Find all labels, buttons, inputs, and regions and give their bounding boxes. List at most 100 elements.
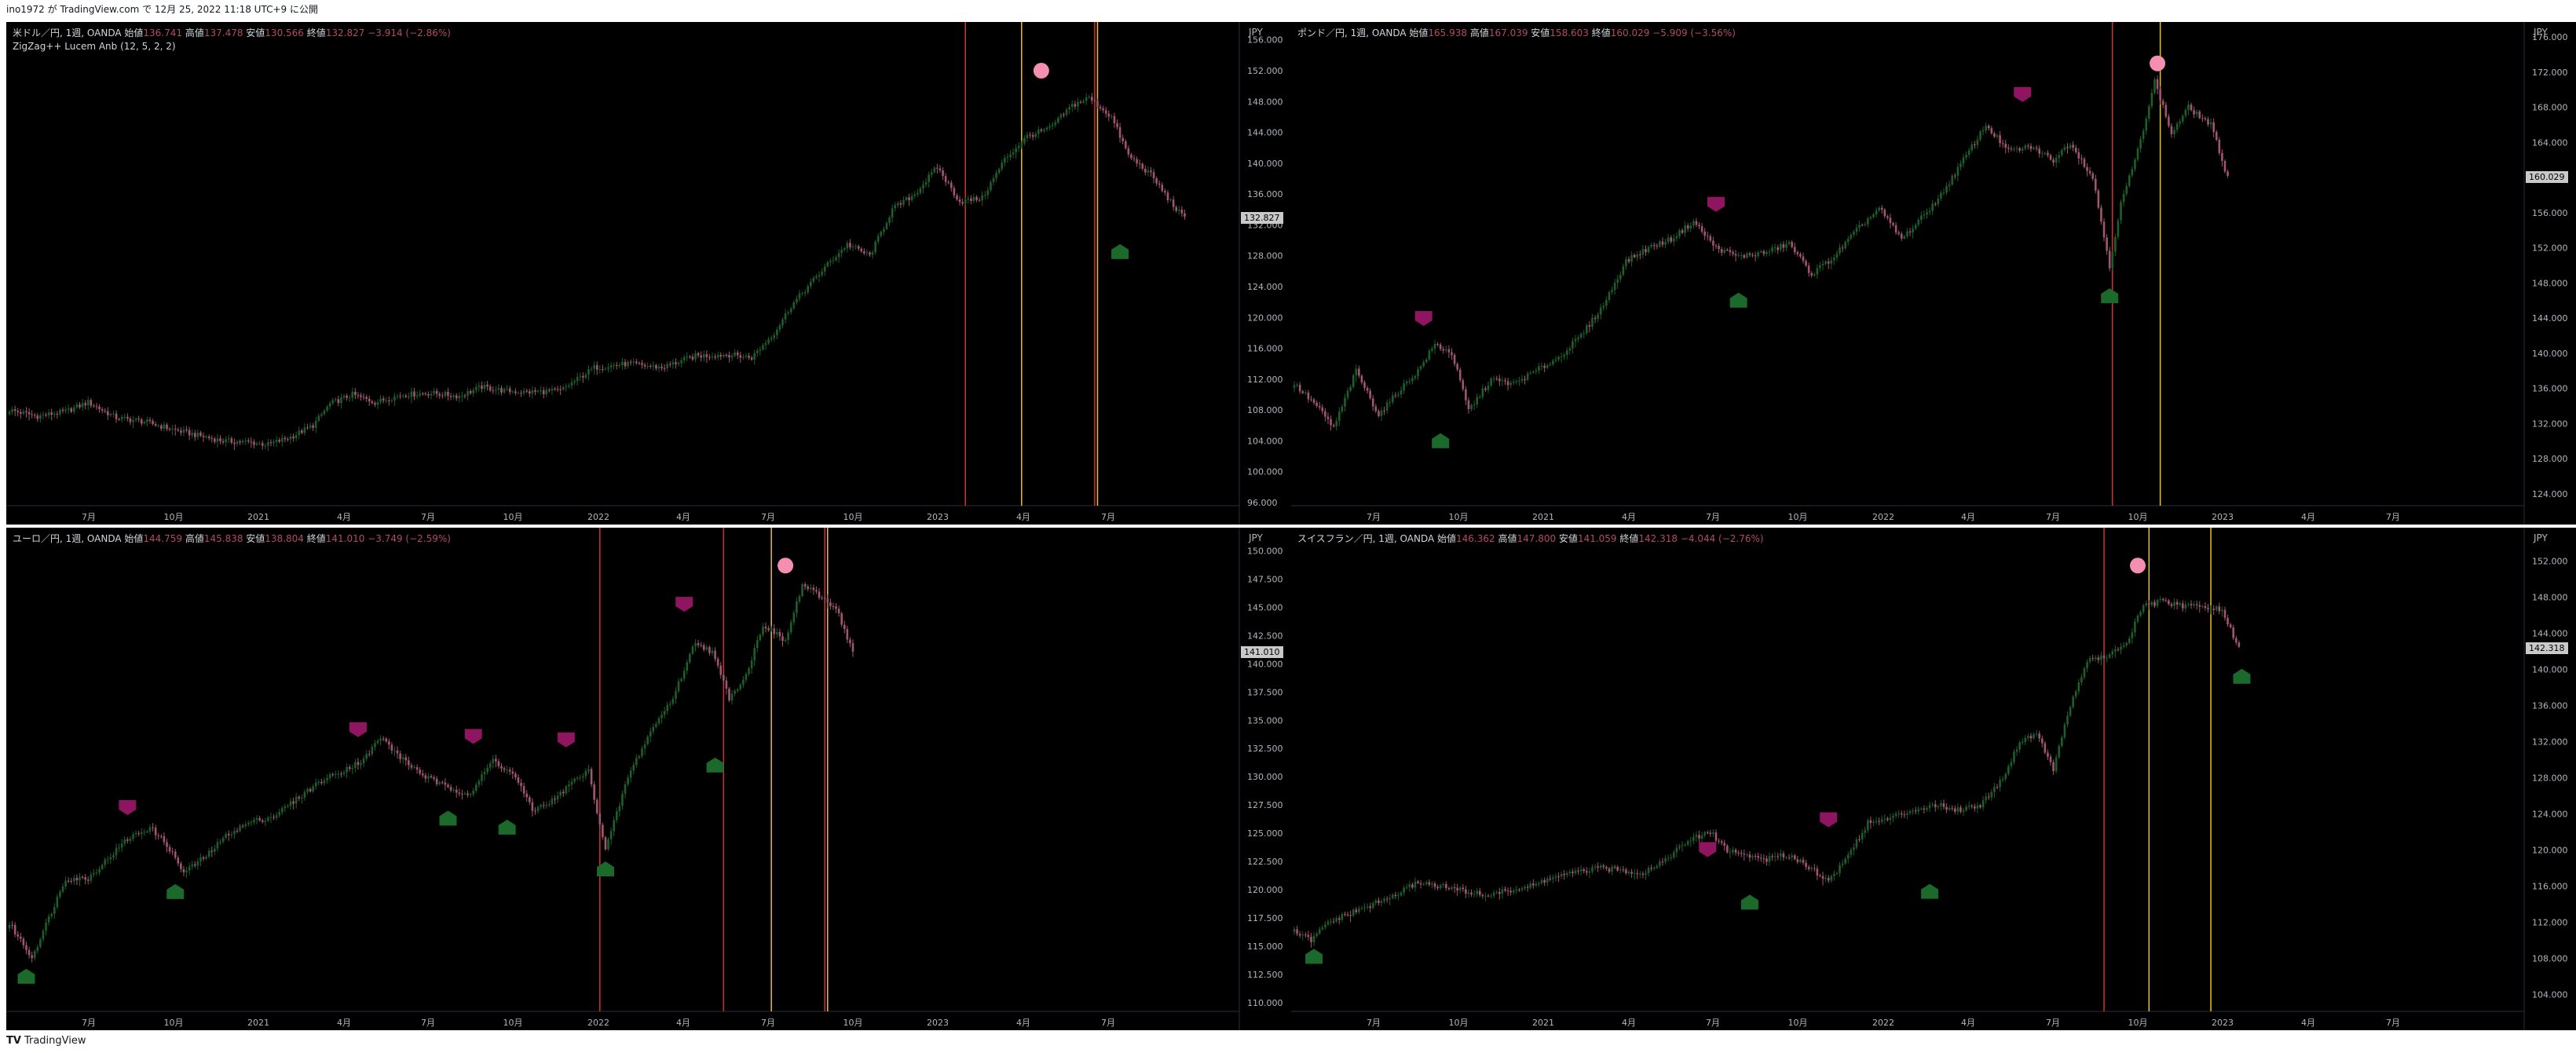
zigzag-marker-low[interactable] (166, 883, 185, 899)
zigzag-marker-low[interactable] (2233, 668, 2251, 684)
zigzag-marker-low[interactable] (1921, 883, 1939, 899)
chart-panel-chfjpy[interactable]: 104.000 108.000 112.000 116.000 120.000 124.0… (1291, 528, 2576, 1030)
candle (1599, 303, 1602, 320)
chart-panel-usdjpy[interactable]: 96.000 100.000 104.000 108.000 112.000 116.00… (6, 22, 1291, 525)
candle (115, 410, 118, 423)
candle (2091, 654, 2095, 661)
candle (86, 876, 90, 885)
candle (1312, 931, 1315, 946)
candle (2072, 141, 2074, 152)
candle (1985, 122, 1987, 134)
candle (593, 361, 595, 375)
candle (517, 391, 520, 395)
candle (1481, 893, 1484, 899)
zigzag-marker-low[interactable] (2101, 288, 2119, 304)
candle (545, 386, 548, 397)
candle (624, 359, 627, 370)
candle (419, 766, 421, 776)
symbol-legend[interactable]: 米ドル／円, 1週, OANDA 始値136.741 高値137.478 安値1… (13, 27, 451, 39)
candle (1017, 141, 1020, 152)
zigzag-marker-high[interactable] (349, 722, 367, 737)
zigzag-marker-pink[interactable] (2150, 55, 2166, 71)
candle (267, 438, 269, 452)
candle (1169, 197, 1172, 202)
candle (1378, 408, 1380, 418)
zigzag-marker-high[interactable] (557, 732, 575, 748)
candle (13, 922, 16, 938)
candle (401, 754, 404, 764)
zigzag-marker-pink[interactable] (778, 558, 794, 574)
chart-canvas[interactable]: 96.000100.000104.000108.000112.000116.00… (6, 22, 1291, 525)
candle (1346, 387, 1349, 401)
candle (2120, 199, 2122, 225)
candle (995, 170, 997, 182)
candle (1029, 132, 1031, 139)
symbol-legend[interactable]: ポンド／円, 1週, OANDA 始値165.938 高値167.039 安値1… (1297, 27, 1736, 39)
zigzag-marker-high[interactable] (119, 800, 137, 816)
candle (778, 323, 781, 333)
zigzag-marker-high[interactable] (675, 597, 693, 612)
zigzag-marker-high[interactable] (2014, 86, 2032, 102)
zigzag-marker-low[interactable] (1740, 894, 1758, 910)
candle (796, 295, 798, 305)
zigzag-marker-high[interactable] (1414, 311, 1433, 327)
candle (50, 912, 53, 919)
candle (1627, 869, 1630, 876)
candle (1864, 826, 1867, 838)
candle (770, 335, 773, 342)
candle (1782, 240, 1785, 253)
candle (635, 359, 638, 365)
zigzag-marker-low[interactable] (596, 861, 614, 877)
zigzag-marker-low[interactable] (1305, 949, 1323, 964)
candle (613, 362, 615, 370)
zigzag-marker-low[interactable] (17, 968, 35, 984)
candle (2033, 732, 2035, 740)
zigzag-marker-low[interactable] (1432, 433, 1450, 448)
candle (452, 393, 455, 400)
candle (449, 784, 452, 793)
candle (1363, 380, 1366, 391)
candle (427, 773, 430, 784)
candle (1718, 243, 1720, 254)
zigzag-marker-high[interactable] (1699, 842, 1717, 857)
candle (1572, 338, 1574, 354)
zigzag-marker-low[interactable] (498, 819, 516, 835)
candle (1979, 130, 1981, 142)
candle (340, 771, 342, 778)
candle (120, 839, 123, 853)
chart-panel-eurjpy[interactable]: 110.000 112.500 115.000 117.500 120.000 122.5… (6, 528, 1291, 1030)
chart-canvas[interactable]: 124.000128.000132.000136.000140.000144.0… (1291, 22, 2576, 525)
candle (1723, 839, 1726, 851)
candle (118, 417, 120, 421)
candle (1451, 885, 1453, 891)
candle (579, 774, 582, 781)
candle (73, 404, 75, 415)
candle (357, 392, 360, 399)
zigzag-marker-high[interactable] (1820, 812, 1838, 828)
candle (641, 745, 643, 759)
chart-canvas[interactable]: 110.000112.500115.000117.500120.000122.5… (6, 528, 1291, 1030)
tradingview-logo[interactable]: TV TradingView (6, 1034, 86, 1048)
candle (1579, 865, 1583, 876)
zigzag-marker-low[interactable] (706, 757, 724, 773)
zigzag-marker-low[interactable] (439, 810, 457, 826)
zigzag-marker-low[interactable] (1729, 292, 1747, 308)
zigzag-marker-high[interactable] (464, 729, 482, 744)
candle (2195, 601, 2198, 610)
candle (1740, 251, 1743, 260)
candle (1816, 865, 1819, 880)
zigzag-marker-pink[interactable] (2130, 558, 2146, 574)
zigzag-marker-low[interactable] (1111, 243, 1129, 259)
zigzag-marker-high[interactable] (1707, 196, 1725, 212)
symbol-legend[interactable]: ユーロ／円, 1週, OANDA 始値144.759 高値145.838 安値1… (13, 532, 451, 545)
candle (1908, 809, 1912, 815)
chart-panel-gbpjpy[interactable]: 124.000 128.000 132.000 136.000 140.000 144.0… (1291, 22, 2576, 525)
candle (1928, 801, 1931, 813)
candle (255, 441, 258, 446)
indicator-label[interactable]: ZigZag++ Lucem Anb (12, 5, 2, 2) (13, 41, 176, 52)
zigzag-marker-pink[interactable] (1033, 63, 1049, 79)
candle (559, 789, 562, 799)
candle (1588, 868, 1591, 879)
chart-canvas[interactable]: 104.000108.000112.000116.000120.000124.0… (1291, 528, 2576, 1030)
symbol-legend[interactable]: スイスフラン／円, 1週, OANDA 始値146.362 高値147.800 … (1297, 532, 1764, 545)
